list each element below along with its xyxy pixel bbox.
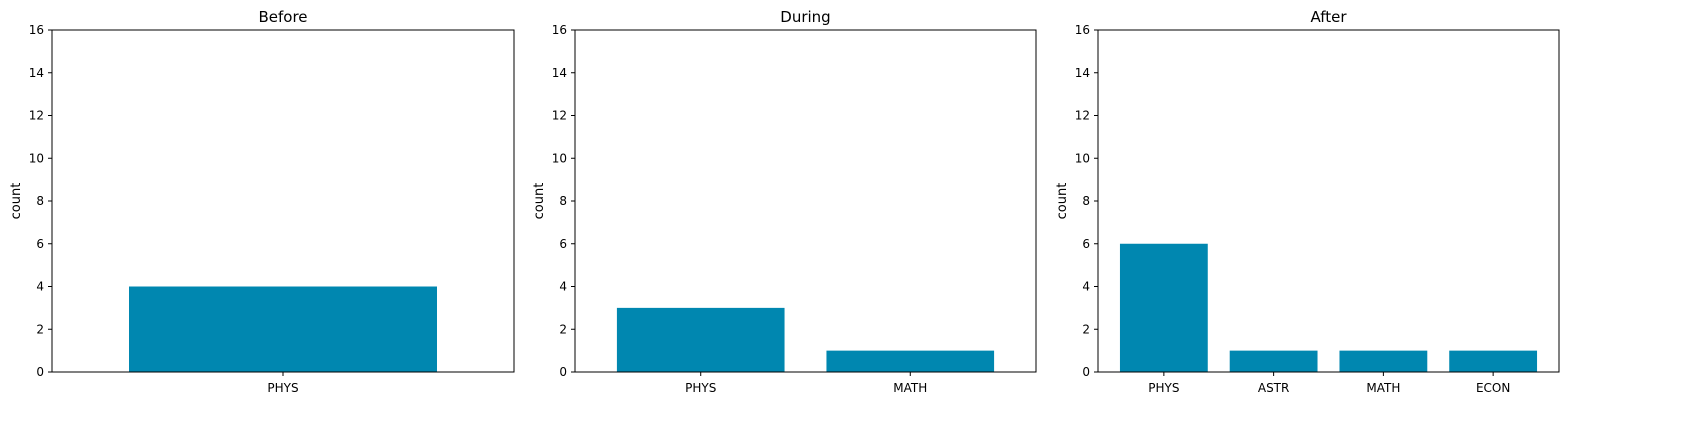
- y-tick-label: 6: [559, 237, 567, 251]
- y-tick-label: 6: [1082, 237, 1090, 251]
- y-tick-label: 8: [1082, 194, 1090, 208]
- x-tick-label: ASTR: [1258, 381, 1290, 395]
- chart-panel-1: Before 0 2 4 6 8 10 12 14 16 PHYS count: [9, 8, 515, 395]
- chart-panel-2: During 0 2 4 6 8 10 12 14 16 PHYS MATH count: [532, 8, 1037, 395]
- x-tick-label: PHYS: [1148, 381, 1179, 395]
- bar-phys: [616, 307, 785, 372]
- y-tick-label: 4: [559, 280, 567, 294]
- x-tick-label: MATH: [893, 381, 927, 395]
- x-tick-label: PHYS: [267, 381, 298, 395]
- bar-astr: [1229, 350, 1318, 372]
- y-tick-label: 10: [1075, 151, 1090, 165]
- chart-title: After: [1310, 8, 1347, 26]
- y-tick-label: 0: [559, 365, 567, 379]
- y-axis-label: count: [1055, 183, 1070, 220]
- y-tick-label: 12: [1075, 109, 1090, 123]
- y-tick-label: 16: [552, 23, 567, 37]
- y-tick-label: 10: [29, 151, 44, 165]
- y-tick-label: 4: [36, 280, 44, 294]
- y-tick-label: 8: [559, 194, 567, 208]
- y-tick-label: 14: [1075, 66, 1090, 80]
- bar-math: [1339, 350, 1428, 372]
- x-tick-label: ECON: [1476, 381, 1510, 395]
- y-tick-label: 16: [29, 23, 44, 37]
- y-tick-label: 14: [29, 66, 44, 80]
- y-tick-label: 16: [1075, 23, 1090, 37]
- y-tick-label: 2: [36, 322, 44, 336]
- y-axis-label: count: [532, 183, 547, 220]
- chart-title: During: [780, 8, 830, 26]
- y-tick-label: 2: [559, 322, 567, 336]
- y-tick-label: 12: [29, 109, 44, 123]
- y-tick-label: 14: [552, 66, 567, 80]
- chart-title: Before: [258, 8, 307, 26]
- x-tick-label: PHYS: [685, 381, 716, 395]
- y-tick-label: 10: [552, 151, 567, 165]
- bar-phys: [1119, 243, 1208, 372]
- y-tick-label: 8: [36, 194, 44, 208]
- bar-phys: [129, 286, 437, 372]
- y-tick-label: 4: [1082, 280, 1090, 294]
- chart-panel-3: After 0 2 4 6 8 10 12 14 16 PHYS ASTR MATH ECON count: [1055, 8, 1560, 395]
- y-tick-label: 0: [1082, 365, 1090, 379]
- y-tick-label: 6: [36, 237, 44, 251]
- bar-econ: [1449, 350, 1538, 372]
- y-tick-label: 2: [1082, 322, 1090, 336]
- bar-math: [826, 350, 995, 372]
- y-axis-label: count: [9, 183, 24, 220]
- y-tick-label: 0: [36, 365, 44, 379]
- y-tick-label: 12: [552, 109, 567, 123]
- x-tick-label: MATH: [1366, 381, 1400, 395]
